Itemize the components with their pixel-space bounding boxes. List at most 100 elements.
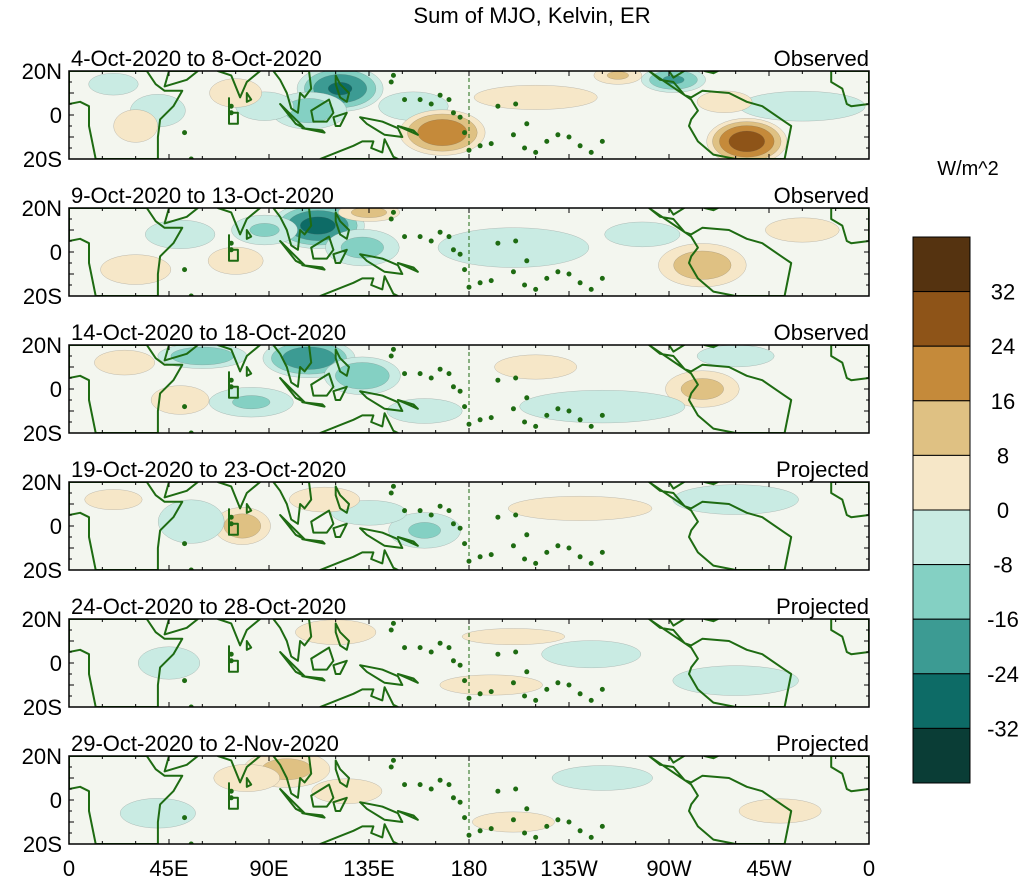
panel-status: Observed <box>774 46 869 71</box>
contour-level <box>209 78 263 108</box>
colorbar-box <box>912 509 971 566</box>
land-outline <box>703 345 719 349</box>
y-tick-label: 20S <box>23 284 62 309</box>
land-outline <box>648 756 793 844</box>
anomaly-blob <box>157 345 248 369</box>
land-outline <box>301 812 326 819</box>
x-tick-label: 90W <box>646 856 691 881</box>
island <box>388 353 394 359</box>
island <box>417 508 423 514</box>
island <box>417 234 423 240</box>
land-outline <box>703 71 719 75</box>
panel-6: 20N 0 20S 29-Oct-2020 to 2-Nov-2020 Projecte… <box>22 731 870 857</box>
anomaly-blob <box>593 71 643 85</box>
island <box>495 103 501 109</box>
y-tick-label: 20S <box>23 421 62 446</box>
island <box>555 269 561 275</box>
land-outline <box>301 264 326 271</box>
land-outline <box>332 522 348 538</box>
island <box>477 417 483 423</box>
land-outline <box>163 71 199 88</box>
y-tick-label: 0 <box>50 103 62 128</box>
anomaly-blob <box>461 628 566 645</box>
island <box>577 691 583 697</box>
colorbar-unit: W/m^2 <box>937 158 999 180</box>
island <box>495 651 501 657</box>
land-outline <box>310 235 335 260</box>
land-outline <box>319 412 399 433</box>
x-tick-label: 135W <box>540 856 598 881</box>
island <box>450 384 456 390</box>
land-outline <box>69 345 184 433</box>
island <box>402 782 408 788</box>
island <box>513 375 519 381</box>
island <box>524 669 530 675</box>
land-outline <box>163 619 199 636</box>
x-axis: 0 45E 90E 135E 180 135W 90W 45W 0 <box>63 856 875 881</box>
land-outline <box>668 619 686 627</box>
contour-level <box>386 398 463 424</box>
island <box>544 823 550 829</box>
land-outline <box>703 756 719 760</box>
island <box>228 795 234 801</box>
y-tick-label: 20N <box>22 196 62 221</box>
contour-level <box>765 217 840 243</box>
y-tick-label: 20N <box>22 333 62 358</box>
anomaly-blob <box>672 665 799 696</box>
contour-level <box>100 254 172 285</box>
land-outline <box>359 664 404 686</box>
island <box>522 282 528 288</box>
land-outline <box>216 619 262 647</box>
island <box>450 247 456 253</box>
island <box>228 240 234 246</box>
panel-period: 24-Oct-2020 to 28-Oct-2020 <box>71 594 346 619</box>
island <box>577 417 583 423</box>
island <box>390 72 396 78</box>
island <box>588 834 594 840</box>
land-outline <box>668 482 686 490</box>
panel-ticks <box>68 618 870 708</box>
island <box>588 560 594 566</box>
land-outline <box>310 372 335 397</box>
island <box>510 406 516 412</box>
island <box>477 143 483 149</box>
contour-level <box>223 513 262 539</box>
island <box>437 640 443 646</box>
contour-level <box>696 345 775 368</box>
island <box>566 134 572 140</box>
land-outline <box>69 208 184 296</box>
x-tick-label: 45E <box>149 856 188 881</box>
land-outline <box>216 71 262 99</box>
contour-level <box>88 73 139 96</box>
coastline <box>69 482 869 570</box>
land-outline <box>359 390 404 412</box>
island <box>446 97 452 103</box>
land-outline <box>332 659 348 675</box>
land-outline <box>334 485 350 514</box>
panel-period: 9-Oct-2020 to 13-Oct-2020 <box>71 183 334 208</box>
colorbar-box <box>912 400 971 456</box>
y-tick-label: 20N <box>22 607 62 632</box>
contour-level <box>1010 79 1021 108</box>
island <box>228 651 234 657</box>
island <box>488 278 494 284</box>
land-outline <box>272 345 313 388</box>
island <box>462 541 468 547</box>
island <box>402 234 408 240</box>
land-outline <box>310 98 335 123</box>
island <box>437 92 443 98</box>
island <box>477 280 483 286</box>
island <box>533 286 539 292</box>
island <box>457 114 463 120</box>
anomaly-blob <box>508 495 653 521</box>
island <box>522 419 528 425</box>
island <box>450 110 456 116</box>
land-outline <box>245 366 253 377</box>
anomaly-blob <box>157 499 225 544</box>
island <box>390 620 396 626</box>
island <box>513 238 519 244</box>
island <box>577 143 583 149</box>
island <box>544 412 550 418</box>
x-tick-label: 180 <box>451 856 488 881</box>
land-outline <box>301 538 326 545</box>
